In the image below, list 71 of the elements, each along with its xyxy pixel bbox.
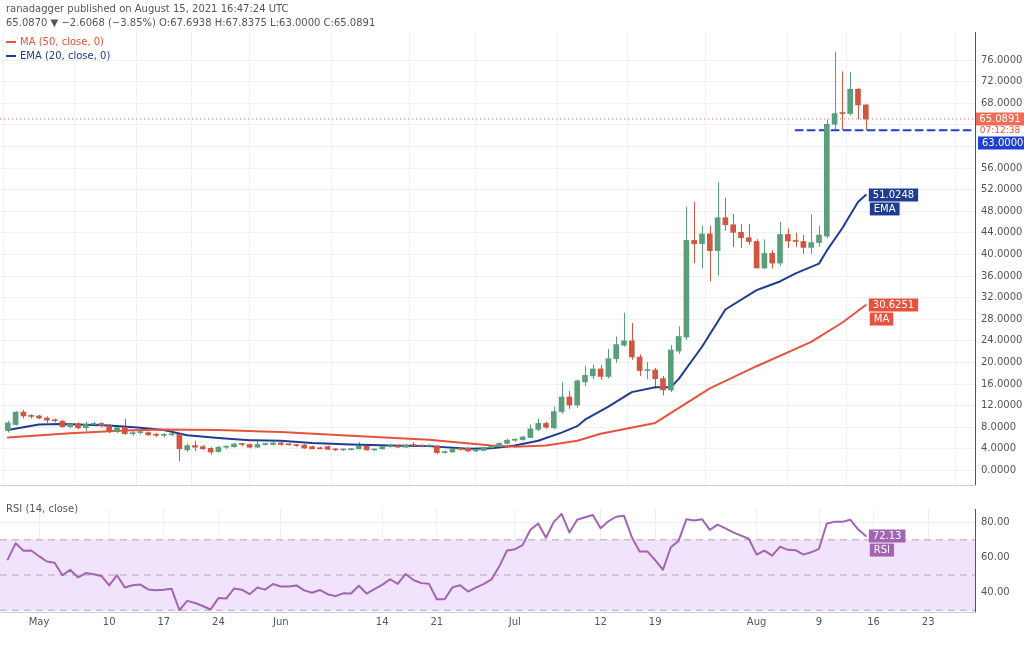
chart-subtitle: 65.0870 ▼ −2.6068 (−3.85%) O:67.6938 H:67.8375 L:63.0000 C:65.0891 [6, 17, 376, 28]
candlestick [816, 225, 822, 248]
x-tick-label: Jul [507, 615, 521, 627]
candlestick [699, 225, 705, 269]
y-tick-label: 24.0000 [981, 334, 1023, 346]
y-tick-label: 8.0000 [981, 420, 1016, 432]
candlestick [550, 406, 557, 430]
candlestick [706, 225, 713, 282]
annotation: RSI [873, 544, 891, 556]
y-tick-label: 52.0000 [981, 183, 1023, 195]
y-tick-label: 76.0000 [981, 53, 1023, 65]
y-tick-label: 40.0000 [981, 248, 1023, 260]
x-tick-label: 14 [375, 615, 389, 627]
candlestick [628, 322, 635, 361]
candlestick [605, 348, 612, 380]
candlestick [808, 214, 815, 255]
candlestick [582, 365, 588, 387]
y-tick-label: 68.0000 [981, 96, 1023, 108]
ref-line-label: 65.0891 [979, 113, 1021, 125]
y-tick-label: 0.0000 [981, 464, 1016, 476]
data-label: 72.13 [872, 530, 902, 542]
x-tick-label: 19 [648, 615, 662, 627]
x-tick-label: 9 [815, 615, 823, 627]
candlestick [722, 197, 729, 232]
annotation: MA [873, 313, 890, 325]
candlestick [738, 223, 744, 249]
y-tick-label: 56.0000 [981, 161, 1023, 173]
annotation: EMA [873, 203, 896, 215]
y-tick-label: 40.00 [981, 586, 1010, 598]
x-tick-label: 21 [430, 615, 444, 627]
candlestick [862, 103, 869, 131]
x-tick-label: Jun [271, 615, 289, 627]
candlestick [691, 201, 698, 264]
candlestick [745, 223, 752, 246]
candlestick [800, 234, 807, 255]
x-tick-label: 10 [102, 615, 116, 627]
y-tick-label: 72.0000 [981, 75, 1023, 87]
candlestick [855, 87, 861, 120]
y-tick-label: 36.0000 [981, 269, 1023, 281]
legend-label: MA (50, close, 0) [20, 35, 105, 47]
x-tick-label: 24 [212, 615, 225, 627]
x-tick-label: 16 [867, 615, 880, 627]
candlestick [613, 336, 620, 364]
candlestick [784, 228, 791, 249]
y-tick-label: 28.0000 [981, 312, 1023, 324]
y-tick-label: 20.0000 [981, 356, 1023, 368]
chart-title: RSI (14, close) [6, 503, 79, 514]
y-tick-label: 16.0000 [981, 377, 1023, 389]
candlestick [730, 213, 737, 248]
y-tick-label: 44.0000 [981, 226, 1023, 238]
candlestick [831, 51, 838, 130]
text: 07:12:38 [979, 125, 1021, 136]
y-tick-label: 60.00 [981, 551, 1010, 563]
y-tick-label: 80.00 [981, 515, 1010, 527]
x-tick-label: 23 [921, 615, 935, 627]
data-label: 30.6251 [872, 299, 915, 311]
legend-label: EMA (20, close, 0) [20, 49, 111, 61]
candlestick [660, 375, 666, 396]
data-label: 51.0248 [872, 189, 915, 201]
candlestick [769, 249, 776, 269]
y-tick-label: 12.0000 [981, 399, 1023, 411]
x-tick-label: Aug [746, 615, 767, 627]
y-tick-label: 32.0000 [981, 291, 1023, 303]
y-tick-label: 48.0000 [981, 204, 1023, 216]
candlestick [839, 70, 846, 131]
x-tick-label: May [28, 615, 50, 627]
data-label: 63.0000 [982, 137, 1024, 149]
chart-title: ranadagger published on August 15, 2021 16:47:24 UTC [6, 3, 289, 14]
y-tick-label: 4.0000 [981, 442, 1016, 454]
x-tick-label: 17 [157, 615, 171, 627]
x-tick-label: 12 [594, 615, 607, 627]
